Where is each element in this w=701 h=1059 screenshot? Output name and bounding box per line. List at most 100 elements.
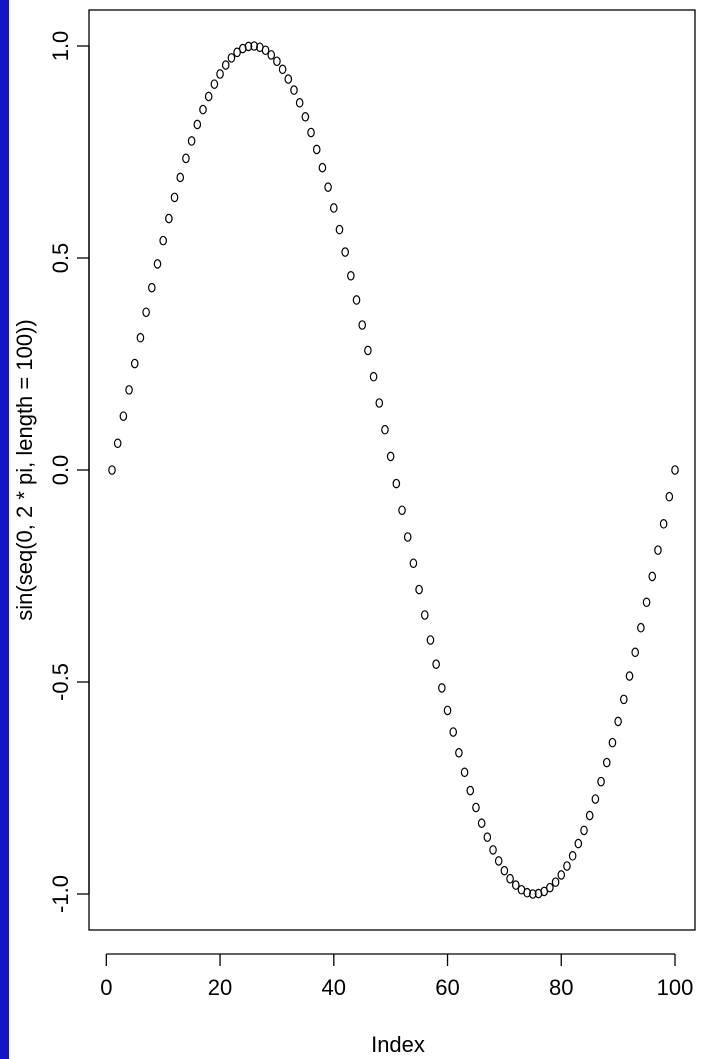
data-point	[267, 50, 276, 60]
data-point	[449, 727, 458, 737]
data-point	[136, 332, 145, 343]
data-point	[602, 757, 611, 768]
data-point	[125, 385, 133, 395]
data-point	[455, 748, 463, 758]
data-point	[113, 438, 122, 449]
data-point	[409, 558, 418, 569]
x-tick-label: 0	[100, 975, 112, 1000]
data-point	[608, 737, 617, 748]
data-point	[500, 865, 509, 876]
data-point	[398, 505, 406, 516]
data-point	[614, 716, 622, 727]
data-point	[574, 838, 583, 849]
data-point	[221, 60, 230, 70]
y-tick-label: -1.0	[48, 875, 73, 913]
data-point	[335, 224, 344, 235]
data-point	[386, 451, 395, 462]
data-point	[381, 424, 389, 435]
data-point	[665, 491, 674, 502]
data-point	[358, 320, 367, 330]
data-point	[261, 45, 270, 56]
data-point	[148, 282, 156, 293]
data-point	[494, 856, 503, 866]
data-point	[443, 705, 452, 716]
data-point	[551, 877, 560, 887]
y-axis-title: sin(seq(0, 2 * pi, length = 100))	[12, 319, 37, 620]
data-point	[165, 213, 173, 224]
data-point	[159, 235, 167, 246]
y-tick-label: 0.0	[48, 455, 73, 486]
data-point	[631, 647, 639, 658]
data-point	[227, 53, 236, 63]
x-tick-label: 20	[208, 975, 232, 1000]
data-point	[506, 873, 514, 884]
data-point	[426, 635, 435, 645]
y-tick-label: -0.5	[48, 663, 73, 701]
data-point	[420, 610, 429, 620]
data-point	[108, 465, 116, 475]
data-point	[312, 144, 321, 155]
x-tick-label: 40	[322, 975, 346, 1000]
x-axis: 0 20 40 60 80 100	[100, 953, 693, 1000]
y-tick-label: 0.5	[48, 243, 73, 274]
x-tick-label: 80	[549, 975, 573, 1000]
data-point	[432, 659, 440, 669]
data-point	[546, 882, 554, 893]
data-point	[591, 794, 600, 804]
data-point	[580, 825, 588, 836]
data-points	[108, 41, 679, 899]
data-point	[329, 203, 338, 213]
data-point	[216, 69, 224, 79]
data-point	[403, 532, 412, 542]
data-point	[557, 870, 566, 880]
data-point	[182, 153, 190, 164]
data-point	[529, 889, 537, 899]
data-point	[671, 465, 679, 475]
data-point	[585, 810, 594, 821]
data-point	[563, 861, 571, 871]
data-point	[244, 41, 253, 52]
data-point	[364, 345, 372, 356]
data-point	[130, 358, 139, 369]
data-point	[460, 767, 469, 778]
data-point	[284, 74, 293, 84]
data-point	[347, 271, 355, 281]
data-point	[568, 851, 577, 861]
data-point	[477, 818, 486, 828]
data-point	[540, 886, 549, 897]
plot-frame	[88, 9, 696, 931]
data-point	[324, 182, 332, 192]
data-point	[204, 91, 213, 102]
data-point	[119, 411, 128, 421]
y-tick-label: 1.0	[48, 31, 73, 62]
data-point	[352, 295, 361, 305]
data-point	[290, 85, 298, 95]
data-point	[187, 136, 196, 146]
data-point	[199, 104, 207, 115]
data-point	[620, 694, 628, 705]
data-point	[625, 671, 634, 681]
data-point	[233, 47, 241, 58]
data-point	[597, 776, 605, 787]
data-point	[273, 56, 281, 67]
data-point	[210, 79, 219, 89]
data-point	[250, 41, 258, 51]
window-left-border	[0, 0, 9, 1059]
data-point	[466, 785, 475, 796]
data-point	[659, 519, 668, 529]
data-point	[483, 832, 492, 842]
data-point	[489, 845, 497, 855]
data-point	[295, 98, 304, 108]
y-axis: -1.0 -0.5 0.0 0.5 1.0	[48, 31, 90, 913]
data-point	[318, 162, 327, 173]
data-point	[375, 398, 384, 408]
data-point	[142, 307, 150, 318]
data-point	[392, 478, 401, 489]
data-point	[637, 622, 645, 633]
data-point	[648, 571, 657, 582]
data-point	[153, 259, 162, 269]
data-point	[415, 584, 423, 595]
data-point	[301, 112, 310, 122]
data-point	[176, 172, 185, 183]
